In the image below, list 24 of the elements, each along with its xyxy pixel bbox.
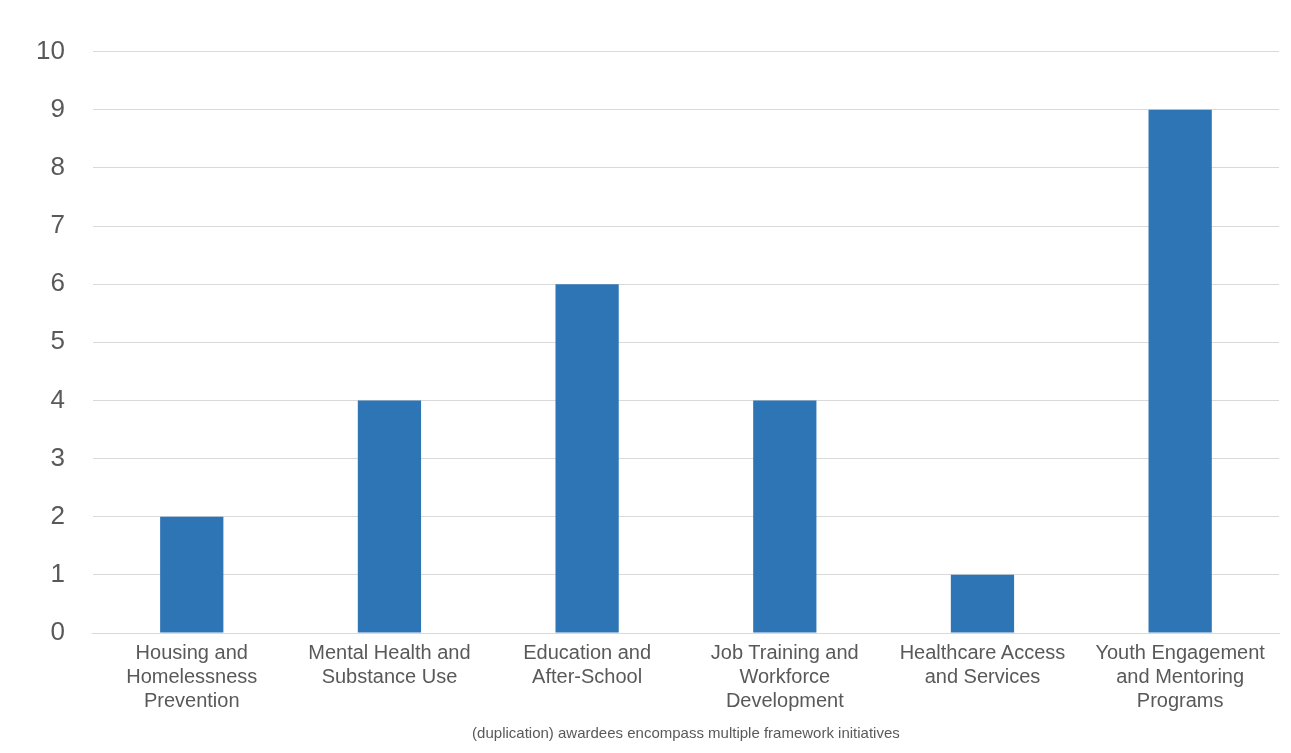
y-tick-label: 0 bbox=[50, 616, 65, 647]
bar bbox=[160, 516, 224, 633]
x-tick-label: Education and After-School bbox=[523, 640, 652, 687]
y-tick-label: 6 bbox=[50, 267, 65, 298]
x-tick-label: Job Training and Workforce Development bbox=[710, 640, 859, 711]
y-tick-label: 5 bbox=[50, 325, 65, 356]
bar bbox=[950, 574, 1015, 633]
y-tick-label: 2 bbox=[50, 499, 65, 530]
y-tick-label: 7 bbox=[50, 209, 65, 240]
y-tick-label: 9 bbox=[50, 92, 65, 123]
x-tick-label: Healthcare Access and Services bbox=[899, 640, 1066, 687]
x-tick-label: Mental Health and Substance Use bbox=[308, 640, 471, 687]
bar bbox=[357, 400, 422, 633]
bar bbox=[753, 400, 817, 633]
bar bbox=[555, 284, 619, 633]
x-tick-label: Housing and Homelessness Prevention bbox=[126, 640, 258, 711]
y-tick-label: 8 bbox=[50, 151, 65, 182]
bar bbox=[1148, 109, 1212, 633]
y-tick-label: 3 bbox=[50, 441, 65, 472]
y-tick-label: 1 bbox=[50, 558, 65, 589]
x-tick-label: Youth Engagement and Mentoring Programs bbox=[1095, 640, 1266, 711]
y-tick-label: 10 bbox=[36, 34, 65, 65]
text: (duplication) awardees encompass multiple framework initiatives bbox=[472, 723, 900, 741]
y-tick-label: 4 bbox=[50, 383, 65, 414]
